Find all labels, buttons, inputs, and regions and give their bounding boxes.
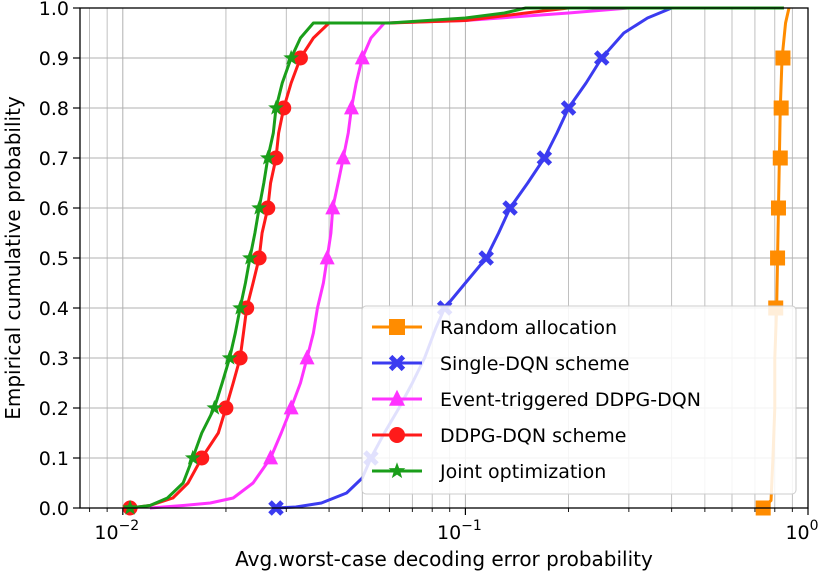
data-point bbox=[560, 100, 577, 116]
data-point bbox=[232, 350, 248, 366]
legend-item: Joint optimization bbox=[372, 461, 606, 483]
data-point bbox=[251, 199, 267, 215]
data-point bbox=[206, 399, 223, 415]
y-tick-label: 0.4 bbox=[39, 298, 69, 320]
legend-label: Single-DQN scheme bbox=[440, 353, 629, 375]
data-point bbox=[251, 250, 267, 266]
data-point bbox=[325, 199, 341, 215]
data-point bbox=[536, 150, 553, 166]
data-point bbox=[502, 200, 518, 216]
data-point bbox=[770, 200, 786, 216]
data-point bbox=[242, 249, 258, 265]
data-point bbox=[184, 449, 201, 465]
y-tick-label: 0.1 bbox=[39, 448, 69, 470]
y-tick-label: 0.0 bbox=[39, 498, 69, 520]
y-tick-label: 0.6 bbox=[39, 198, 69, 220]
data-point bbox=[388, 462, 406, 479]
data-point bbox=[335, 149, 351, 165]
data-point bbox=[263, 449, 279, 465]
data-point bbox=[389, 427, 405, 443]
data-point bbox=[775, 50, 791, 66]
y-tick-label: 1.0 bbox=[39, 0, 69, 20]
data-point bbox=[218, 400, 234, 416]
legend-label: DDPG-DQN scheme bbox=[440, 425, 626, 447]
series-joint-optimization bbox=[122, 6, 784, 515]
series-line bbox=[149, 6, 784, 510]
y-tick-label: 0.7 bbox=[39, 148, 69, 170]
axis-ticks: 10−2 10−1 100 0.0 0.1 0.2 0.3 0.4 0.5 0.6 0.7 0.8 0.… bbox=[39, 0, 819, 544]
data-point bbox=[260, 200, 276, 216]
y-tick-label: 0.5 bbox=[39, 248, 69, 270]
data-point bbox=[389, 389, 405, 406]
data-point bbox=[343, 99, 359, 115]
legend: Random allocation Single-DQN scheme Event-… bbox=[361, 305, 797, 495]
data-point bbox=[478, 250, 494, 266]
data-point bbox=[268, 150, 284, 166]
data-point bbox=[283, 49, 299, 65]
data-point bbox=[283, 399, 299, 415]
legend-item: Random allocation bbox=[372, 317, 617, 339]
data-point bbox=[221, 349, 238, 365]
data-point bbox=[299, 349, 315, 365]
legend-box bbox=[361, 305, 797, 495]
data-point bbox=[232, 299, 248, 315]
y-tick-label: 0.3 bbox=[39, 348, 69, 370]
data-point bbox=[354, 49, 370, 65]
legend-item: DDPG-DQN scheme bbox=[372, 425, 626, 447]
x-tick-label: 10−1 bbox=[437, 518, 482, 544]
data-point bbox=[388, 354, 406, 372]
data-point bbox=[292, 50, 308, 66]
y-tick-label: 0.2 bbox=[39, 398, 69, 420]
data-point bbox=[122, 499, 138, 515]
legend-label: Random allocation bbox=[440, 317, 617, 339]
x-tick-label: 100 bbox=[785, 518, 818, 544]
x-tick-label: 10−2 bbox=[94, 518, 139, 544]
legend-label: Event-triggered DDPG-DQN bbox=[440, 389, 701, 411]
data-point bbox=[772, 150, 788, 166]
x-axis-label: Avg.worst-case decoding error probabilit… bbox=[235, 547, 653, 571]
data-point bbox=[389, 319, 405, 335]
y-axis-label: Empirical cumulative probability bbox=[1, 96, 25, 420]
series-event-triggered-ddpg-dqn bbox=[149, 6, 784, 510]
data-point bbox=[319, 249, 335, 265]
y-tick-label: 0.8 bbox=[39, 98, 69, 120]
legend-label: Joint optimization bbox=[439, 461, 606, 483]
data-point bbox=[268, 99, 284, 115]
data-point bbox=[593, 50, 610, 66]
data-point bbox=[276, 100, 292, 116]
y-tick-label: 0.9 bbox=[39, 48, 69, 70]
data-point bbox=[770, 250, 786, 266]
series-line bbox=[129, 6, 784, 510]
data-point bbox=[773, 100, 789, 116]
legend-item: Single-DQN scheme bbox=[372, 353, 629, 375]
data-point bbox=[259, 149, 276, 165]
legend-item: Event-triggered DDPG-DQN bbox=[372, 389, 701, 411]
data-point bbox=[194, 450, 210, 466]
